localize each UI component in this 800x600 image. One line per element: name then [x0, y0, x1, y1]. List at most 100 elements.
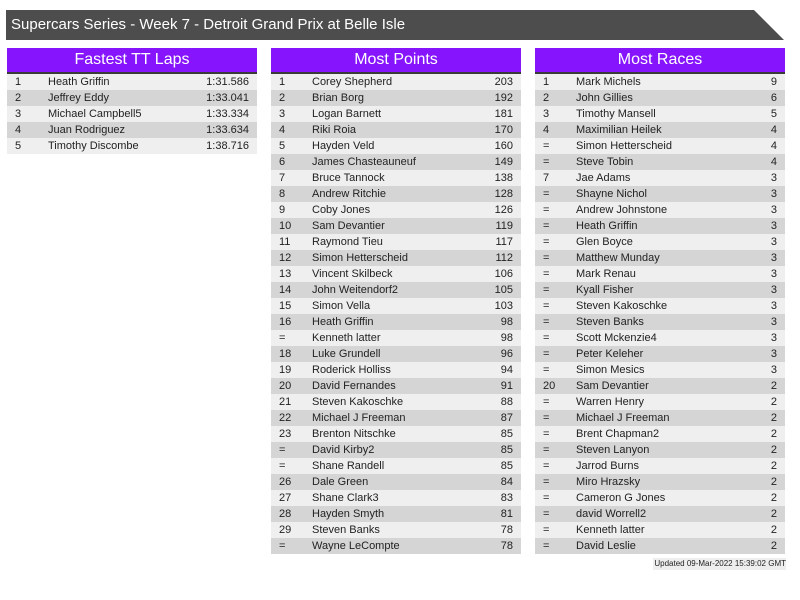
- row-rank: =: [279, 540, 286, 552]
- table-row: 16 Heath Griffin 98: [271, 314, 521, 330]
- row-rank: =: [543, 204, 550, 216]
- row-value: 4: [770, 140, 777, 152]
- table-row: = Shane Randell 85: [271, 458, 521, 474]
- table-row: 8 Andrew Ritchie 128: [271, 186, 521, 202]
- row-rank: =: [279, 444, 286, 456]
- row-rank: =: [543, 220, 550, 232]
- table-row: 20 David Fernandes 91: [271, 378, 521, 394]
- row-value: 138: [494, 172, 513, 184]
- row-rank: 26: [279, 476, 292, 488]
- table-row: 23 Brenton Nitschke 85: [271, 426, 521, 442]
- table-row: 2 Jeffrey Eddy 1:33.041: [7, 90, 257, 106]
- table-row: 1 Heath Griffin 1:31.586: [7, 74, 257, 90]
- updated-timestamp: Updated 09-Mar-2022 15:39:02 GMT: [653, 558, 786, 570]
- table-row: = Kenneth latter 2: [535, 522, 785, 538]
- row-rank: =: [543, 236, 550, 248]
- row-rank: 1: [543, 76, 550, 88]
- row-driver-name: Miro Hrazsky: [576, 476, 641, 488]
- row-value: 192: [494, 92, 513, 104]
- row-rank: 4: [279, 124, 286, 136]
- row-value: 1:33.634: [206, 124, 249, 136]
- row-rank: 6: [279, 156, 286, 168]
- table-row: 27 Shane Clark3 83: [271, 490, 521, 506]
- table-row: = Wayne LeCompte 78: [271, 538, 521, 554]
- row-value: 181: [494, 108, 513, 120]
- row-driver-name: Andrew Ritchie: [312, 188, 386, 200]
- row-driver-name: David Leslie: [576, 540, 636, 552]
- row-driver-name: Heath Griffin: [576, 220, 638, 232]
- table-row: 3 Michael Campbell5 1:33.334: [7, 106, 257, 122]
- row-rank: =: [543, 140, 550, 152]
- row-rank: 27: [279, 492, 292, 504]
- row-rank: 9: [279, 204, 286, 216]
- table-row: 5 Timothy Discombe 1:38.716: [7, 138, 257, 154]
- row-rank: 7: [279, 172, 286, 184]
- row-rank: 23: [279, 428, 292, 440]
- table-row: 1 Corey Shepherd 203: [271, 74, 521, 90]
- row-value: 3: [770, 348, 777, 360]
- row-value: 2: [770, 412, 777, 424]
- row-value: 2: [770, 460, 777, 472]
- row-driver-name: John Gillies: [576, 92, 633, 104]
- row-value: 1:38.716: [206, 140, 249, 152]
- row-value: 203: [494, 76, 513, 88]
- row-value: 78: [500, 540, 513, 552]
- row-value: 3: [770, 172, 777, 184]
- row-value: 1:31.586: [206, 76, 249, 88]
- table-row: = Shayne Nichol 3: [535, 186, 785, 202]
- row-value: 1:33.041: [206, 92, 249, 104]
- row-rank: 13: [279, 268, 292, 280]
- row-rank: 2: [543, 92, 550, 104]
- row-driver-name: Roderick Holliss: [312, 364, 391, 376]
- row-value: 2: [770, 540, 777, 552]
- row-driver-name: Coby Jones: [312, 204, 371, 216]
- row-rank: 22: [279, 412, 292, 424]
- row-driver-name: Scott Mckenzie4: [576, 332, 657, 344]
- row-driver-name: Mark Michels: [576, 76, 641, 88]
- table-row: 26 Dale Green 84: [271, 474, 521, 490]
- row-driver-name: Michael J Freeman: [576, 412, 670, 424]
- row-rank: =: [543, 412, 550, 424]
- row-rank: 5: [15, 140, 22, 152]
- row-driver-name: Hayden Smyth: [312, 508, 385, 520]
- row-value: 2: [770, 524, 777, 536]
- row-value: 2: [770, 396, 777, 408]
- table-row: 21 Steven Kakoschke 88: [271, 394, 521, 410]
- row-value: 6: [770, 92, 777, 104]
- most-races-panel: Most Races 1 Mark Michels 9 2 John Gillies 6 3…: [535, 48, 785, 554]
- row-value: 3: [770, 236, 777, 248]
- panel-title: Fastest TT Laps: [7, 48, 257, 74]
- row-rank: 11: [279, 236, 291, 248]
- table-row: = Peter Keleher 3: [535, 346, 785, 362]
- row-value: 2: [770, 380, 777, 392]
- table-row: = Simon Mesics 3: [535, 362, 785, 378]
- row-driver-name: Mark Renau: [576, 268, 636, 280]
- table-row: 2 Brian Borg 192: [271, 90, 521, 106]
- table-row: 7 Jae Adams 3: [535, 170, 785, 186]
- row-driver-name: Sam Devantier: [312, 220, 385, 232]
- row-value: 3: [770, 268, 777, 280]
- panel-title: Most Points: [271, 48, 521, 74]
- leaderboard-rows: 1 Corey Shepherd 203 2 Brian Borg 192 3 Logan B…: [271, 74, 521, 554]
- row-value: 2: [770, 492, 777, 504]
- row-value: 3: [770, 220, 777, 232]
- row-rank: 3: [543, 108, 550, 120]
- row-rank: 1: [279, 76, 286, 88]
- row-driver-name: Peter Keleher: [576, 348, 644, 360]
- row-rank: =: [543, 348, 550, 360]
- table-row: = Cameron G Jones 2: [535, 490, 785, 506]
- row-value: 105: [494, 284, 513, 296]
- table-row: 28 Hayden Smyth 81: [271, 506, 521, 522]
- row-driver-name: Jarrod Burns: [576, 460, 639, 472]
- table-row: 14 John Weitendorf2 105: [271, 282, 521, 298]
- row-rank: 5: [279, 140, 286, 152]
- table-row: 4 Maximilian Heilek 4: [535, 122, 785, 138]
- row-value: 126: [494, 204, 513, 216]
- row-driver-name: Corey Shepherd: [312, 76, 393, 88]
- row-value: 128: [494, 188, 513, 200]
- row-driver-name: Steven Kakoschke: [576, 300, 668, 312]
- table-row: = Scott Mckenzie4 3: [535, 330, 785, 346]
- row-rank: 20: [279, 380, 292, 392]
- row-driver-name: Cameron G Jones: [576, 492, 666, 504]
- row-rank: 18: [279, 348, 292, 360]
